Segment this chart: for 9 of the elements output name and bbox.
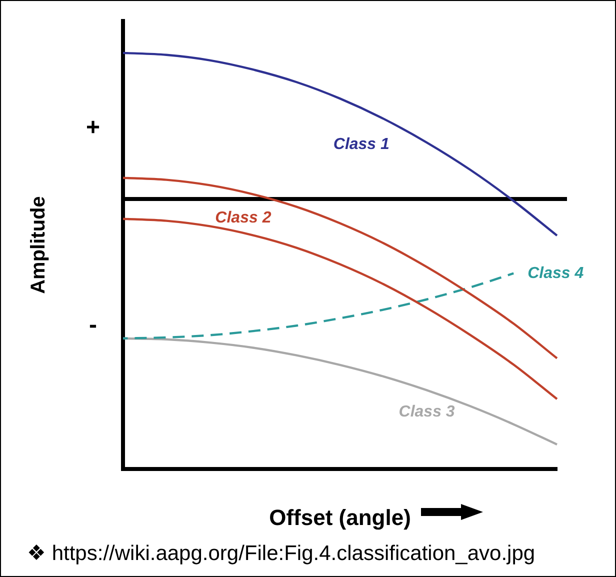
series-label: Class 4 — [528, 264, 584, 282]
text: + — [86, 114, 100, 142]
x-axis-title: Offset (angle) — [269, 504, 411, 530]
series-label: Class 2 — [215, 210, 272, 227]
y-axis-title: Amplitude — [28, 196, 50, 294]
text: ❖ https://wiki.aapg.org/File:Fig.4.classification_avo.jpg — [27, 542, 536, 565]
series-label: Class 3 — [398, 404, 455, 421]
series-label: Class 1 — [333, 136, 390, 154]
text: - — [89, 311, 97, 338]
